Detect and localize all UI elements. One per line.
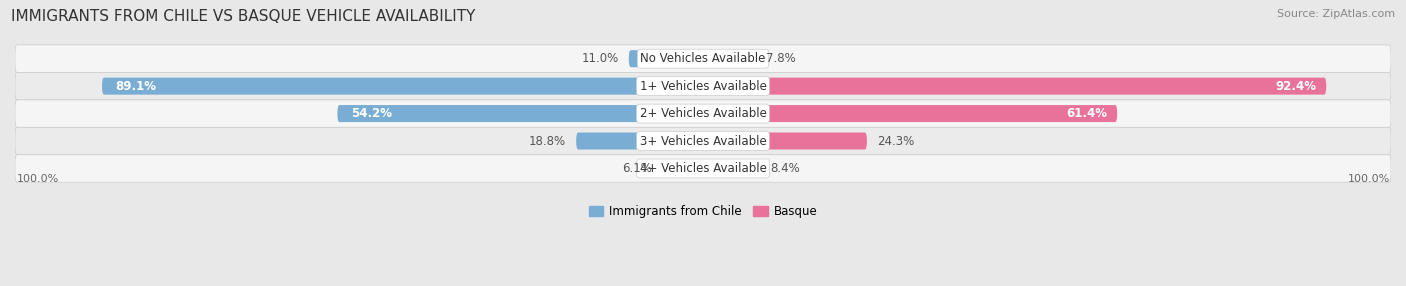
Text: 89.1%: 89.1% [115,80,156,93]
Bar [703,78,717,95]
Text: 3+ Vehicles Available: 3+ Vehicles Available [640,134,766,148]
FancyBboxPatch shape [703,160,759,177]
FancyBboxPatch shape [103,78,703,95]
Text: 2+ Vehicles Available: 2+ Vehicles Available [640,107,766,120]
Bar [689,160,703,177]
Text: 18.8%: 18.8% [529,134,567,148]
FancyBboxPatch shape [337,105,703,122]
Text: 6.1%: 6.1% [621,162,652,175]
FancyBboxPatch shape [662,160,703,177]
Bar [703,160,717,177]
Bar [703,50,717,67]
FancyBboxPatch shape [15,72,1391,100]
Text: Source: ZipAtlas.com: Source: ZipAtlas.com [1277,9,1395,19]
Bar [689,50,703,67]
Text: 1+ Vehicles Available: 1+ Vehicles Available [640,80,766,93]
Text: IMMIGRANTS FROM CHILE VS BASQUE VEHICLE AVAILABILITY: IMMIGRANTS FROM CHILE VS BASQUE VEHICLE … [11,9,475,23]
FancyBboxPatch shape [703,50,755,67]
Text: 11.0%: 11.0% [582,52,619,65]
FancyBboxPatch shape [15,100,1391,127]
FancyBboxPatch shape [15,155,1391,182]
Text: 61.4%: 61.4% [1066,107,1107,120]
FancyBboxPatch shape [703,132,868,150]
Text: 4+ Vehicles Available: 4+ Vehicles Available [640,162,766,175]
Text: 92.4%: 92.4% [1275,80,1316,93]
Text: 7.8%: 7.8% [766,52,796,65]
Text: 8.4%: 8.4% [769,162,800,175]
FancyBboxPatch shape [628,50,703,67]
Legend: Immigrants from Chile, Basque: Immigrants from Chile, Basque [583,200,823,223]
FancyBboxPatch shape [15,127,1391,155]
Bar [689,132,703,150]
Bar [703,132,717,150]
Text: 100.0%: 100.0% [1347,174,1389,184]
FancyBboxPatch shape [703,78,1326,95]
Text: 54.2%: 54.2% [352,107,392,120]
Bar [689,78,703,95]
Text: 100.0%: 100.0% [17,174,59,184]
Bar [703,105,717,122]
Text: No Vehicles Available: No Vehicles Available [640,52,766,65]
FancyBboxPatch shape [15,45,1391,72]
FancyBboxPatch shape [703,105,1118,122]
FancyBboxPatch shape [576,132,703,150]
Bar [689,105,703,122]
Text: 24.3%: 24.3% [877,134,914,148]
